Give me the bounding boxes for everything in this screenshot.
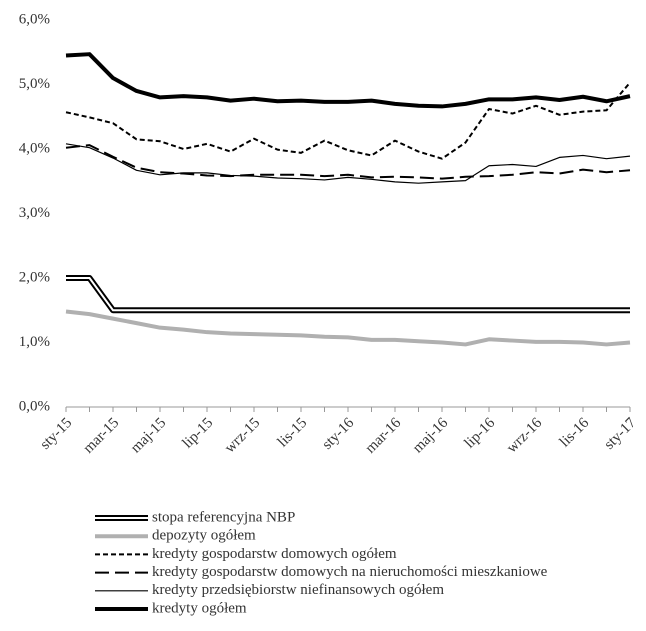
x-tick-label: maj-15 — [128, 415, 169, 456]
y-tick-label: 2,0% — [19, 269, 50, 285]
series-line — [65, 81, 631, 160]
y-tick-label: 6,0% — [19, 11, 50, 27]
x-tick-label: sty-16 — [319, 415, 357, 453]
legend-label: kredyty przedsiębiorstw niefinansowych o… — [152, 582, 444, 598]
legend-label: stopa referencyjna NBP — [152, 509, 295, 525]
x-tick-label: sty-15 — [37, 415, 75, 453]
legend-label: kredyty gospodarstw domowych na nierucho… — [152, 564, 548, 580]
legend-label: kredyty ogółem — [152, 600, 247, 616]
y-tick-label: 4,0% — [19, 140, 50, 156]
x-tick-label: lis-15 — [275, 415, 310, 450]
x-tick-label: sty-17 — [601, 415, 639, 453]
x-tick-label: wrz-15 — [222, 415, 263, 456]
x-tick-label: wrz-16 — [504, 415, 546, 457]
series-line — [65, 143, 631, 184]
x-tick-label: mar-15 — [81, 415, 123, 457]
y-tick-label: 1,0% — [19, 334, 50, 350]
legend-label: depozyty ogółem — [152, 528, 256, 544]
legend-label: kredyty gospodarstw domowych ogółem — [152, 546, 397, 562]
x-tick-label: lip-16 — [462, 415, 499, 452]
x-tick-label: maj-16 — [410, 415, 452, 457]
series-line — [65, 309, 631, 347]
series-line-inner — [66, 277, 630, 312]
x-tick-label: lip-15 — [180, 415, 217, 452]
y-tick-label: 0,0% — [19, 398, 50, 414]
series-line — [66, 275, 630, 314]
x-tick-label: lis-16 — [557, 415, 593, 451]
y-tick-label: 5,0% — [19, 76, 50, 92]
series-line — [65, 144, 631, 180]
series-line — [65, 52, 631, 109]
x-tick-label: mar-16 — [363, 415, 405, 457]
y-tick-label: 3,0% — [19, 205, 50, 221]
